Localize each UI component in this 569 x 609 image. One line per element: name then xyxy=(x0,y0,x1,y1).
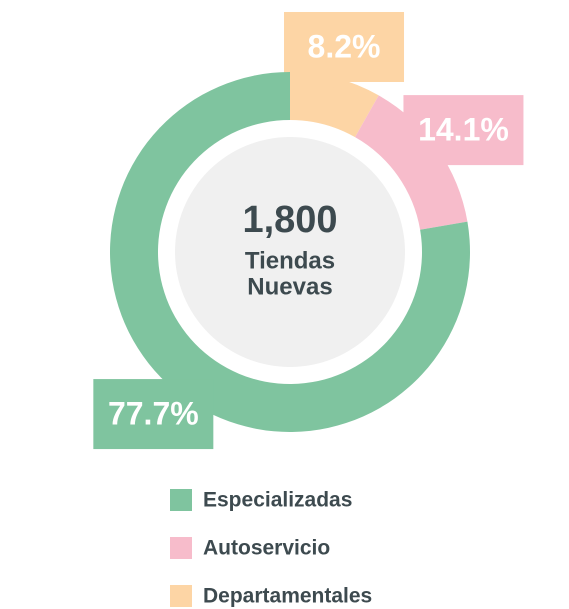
center-disc xyxy=(175,137,405,367)
value-label: 8.2% xyxy=(308,28,381,64)
value-label: 77.7% xyxy=(108,396,199,432)
slice xyxy=(290,72,379,138)
legend-label: Departamentales xyxy=(203,585,372,608)
legend-label: Autoservicio xyxy=(203,537,330,560)
legend-label: Especializadas xyxy=(203,489,352,512)
center-title: 1,800 xyxy=(242,199,337,241)
legend-swatch xyxy=(170,489,192,511)
label-box xyxy=(403,95,524,166)
center-subtitle: Nuevas xyxy=(247,273,332,300)
label-box xyxy=(93,379,214,450)
legend-swatch xyxy=(170,585,192,607)
label-box xyxy=(284,11,405,82)
legend-swatch xyxy=(170,537,192,559)
value-label: 14.1% xyxy=(418,112,509,148)
center-subtitle: Tiendas xyxy=(245,247,335,274)
